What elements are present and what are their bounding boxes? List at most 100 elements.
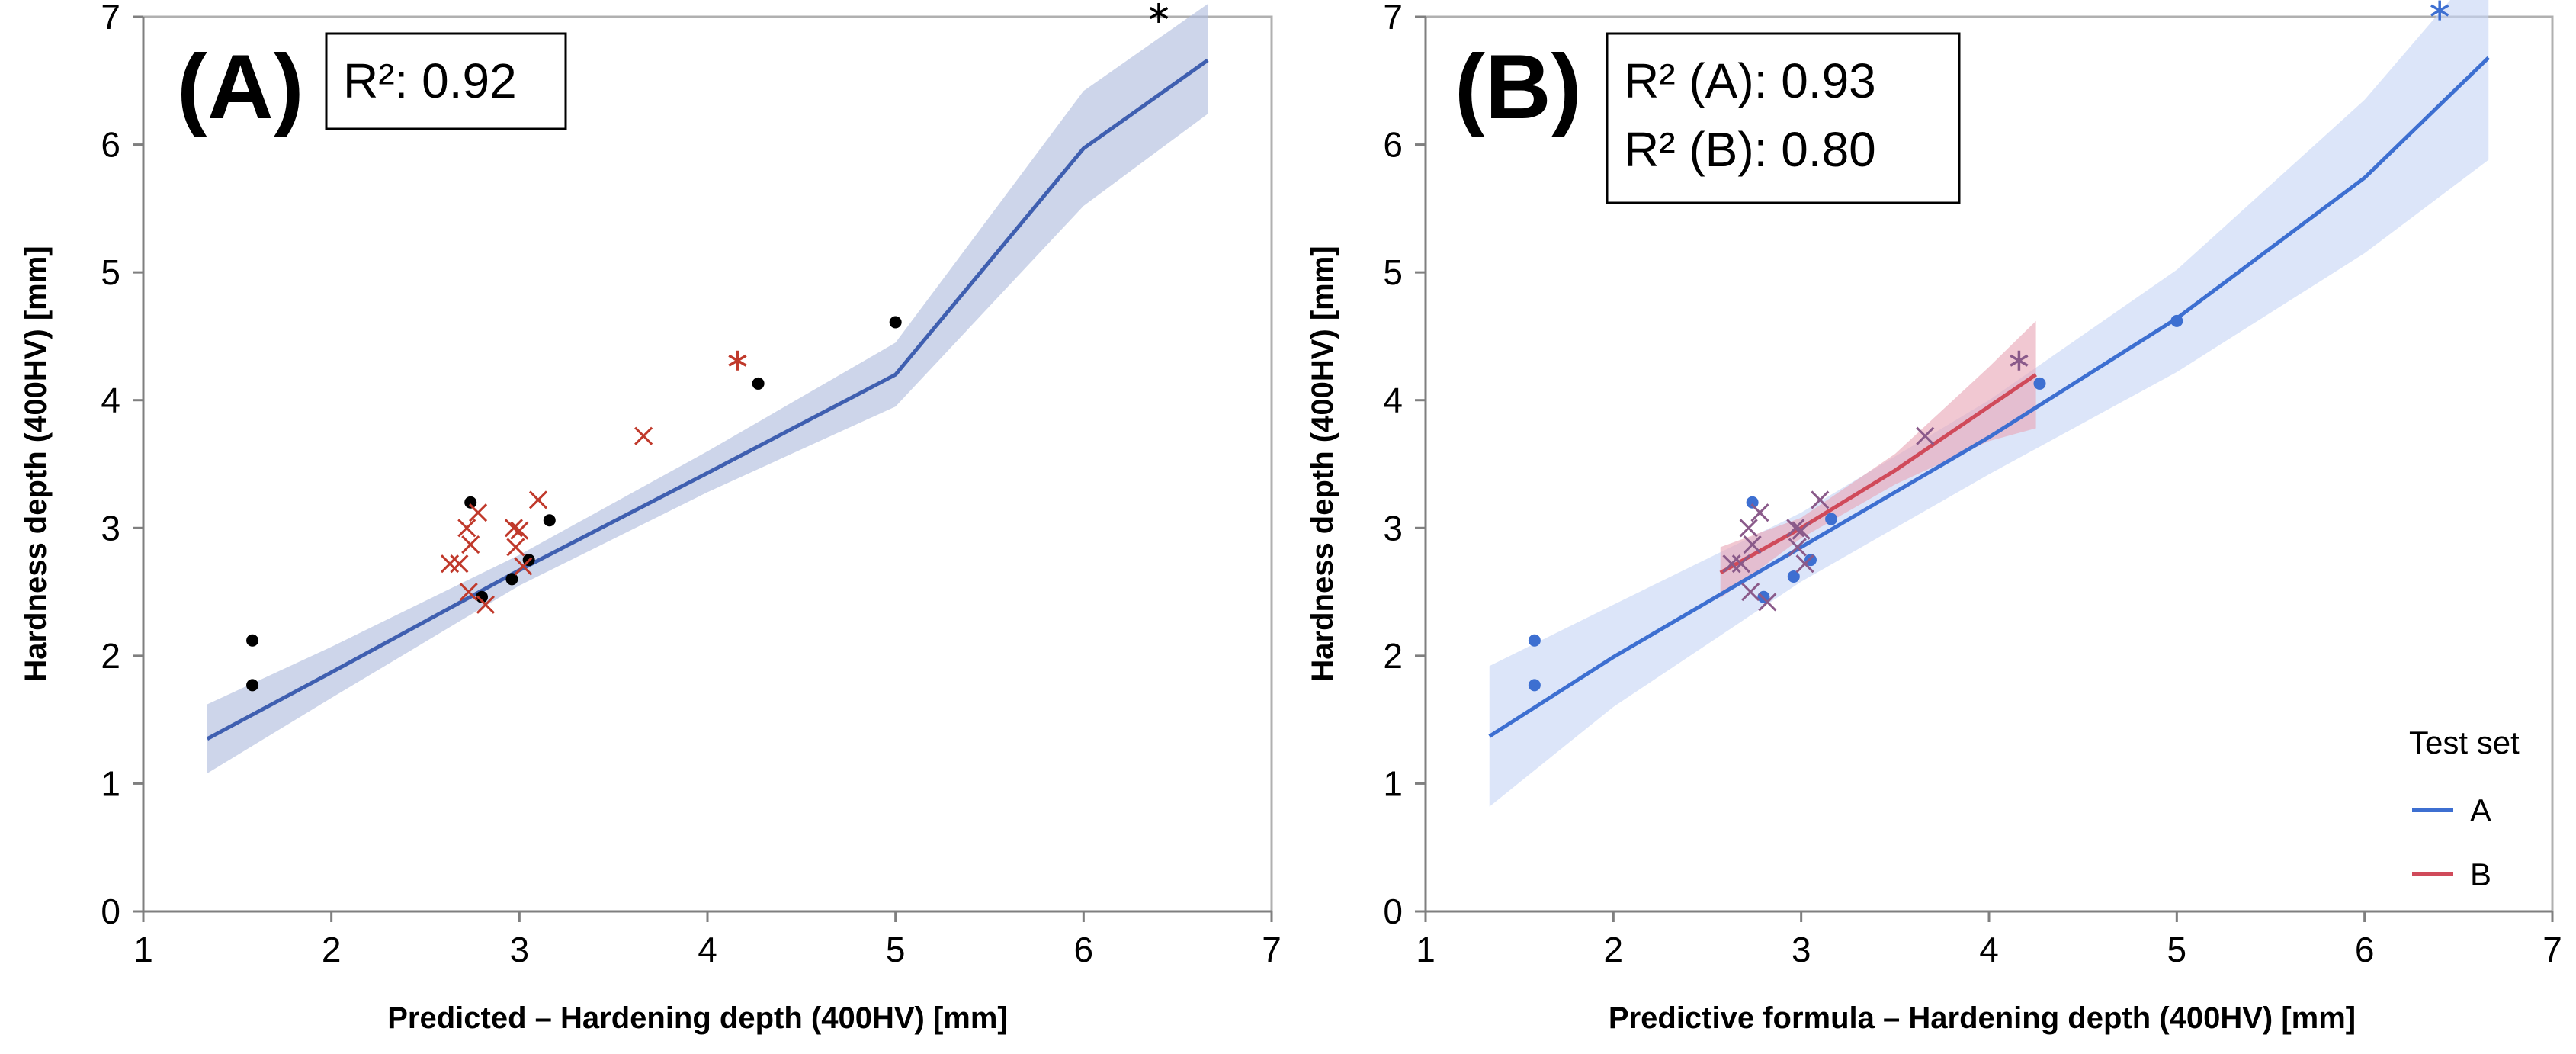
- y-tick-label: 5: [1383, 252, 1403, 292]
- data-point: [246, 679, 259, 692]
- marker-stroke: [1731, 554, 1750, 574]
- x-tick-label: 4: [698, 930, 717, 969]
- data-point: [2033, 377, 2046, 390]
- marker-stroke: [1722, 554, 1741, 574]
- y-tick-label: 6: [1383, 125, 1403, 165]
- marker-stroke: [514, 557, 533, 576]
- data-point: [752, 377, 765, 390]
- legend-label: B: [2470, 856, 2491, 892]
- y-tick-label: 7: [1383, 0, 1403, 37]
- x-tick-label: 6: [1074, 930, 1094, 969]
- x-tick-label: 4: [1979, 930, 1999, 969]
- data-point: [2170, 314, 2183, 327]
- data-point: [1743, 535, 1762, 554]
- x-tick-label: 5: [886, 930, 906, 969]
- data-point: [1746, 496, 1759, 509]
- marker-stroke: [1788, 538, 1807, 557]
- data-point: [476, 590, 488, 603]
- marker-stroke: [1149, 6, 1169, 19]
- marker-stroke: [1786, 519, 1805, 538]
- r-squared-text: R² (A): 0.93: [1624, 53, 1876, 108]
- r-squared-text: R² (B): 0.80: [1624, 122, 1876, 177]
- marker-stroke: [441, 554, 460, 574]
- data-point: [1750, 503, 1769, 522]
- y-tick-label: 3: [1383, 508, 1403, 548]
- data-point: [2430, 0, 2449, 21]
- x-axis-label: Predictive formula – Hardening depth (40…: [1609, 1001, 2356, 1035]
- data-point: [504, 519, 523, 538]
- data-point: [246, 634, 259, 647]
- fit-line: [1719, 373, 2037, 575]
- marker-stroke: [2430, 4, 2449, 17]
- data-point: [1528, 679, 1541, 692]
- data-point: [476, 595, 495, 614]
- y-tick-label: 5: [101, 252, 120, 292]
- marker-stroke: [1811, 490, 1830, 509]
- x-tick-label: 7: [1262, 930, 1282, 969]
- y-tick-label: 0: [1383, 892, 1403, 931]
- data-point: [1788, 538, 1807, 557]
- marker-stroke: [528, 490, 548, 509]
- marker-stroke: [469, 503, 488, 522]
- legend-title: Test set: [2409, 725, 2520, 760]
- data-point: [543, 514, 556, 527]
- marker-stroke: [476, 595, 495, 614]
- y-tick-label: 4: [101, 381, 120, 420]
- marker-stroke: [1758, 593, 1777, 612]
- panel-label: (B): [1455, 36, 1582, 138]
- data-point: [450, 554, 469, 574]
- data-point: [1722, 554, 1741, 574]
- data-point: [1149, 2, 1169, 23]
- y-tick-label: 1: [101, 763, 120, 803]
- data-point: [1804, 554, 1817, 567]
- marker-stroke: [1792, 521, 1811, 540]
- data-point: [469, 503, 488, 522]
- data-point: [634, 426, 653, 445]
- data-point: [1739, 519, 1758, 538]
- r-squared-box: [325, 32, 567, 130]
- data-point: [464, 496, 477, 509]
- data-point: [1758, 593, 1777, 612]
- legend: Test set AB: [2409, 725, 2520, 892]
- marker-stroke: [457, 519, 476, 538]
- y-axis-label: Hardness depth (400HV) [mm]: [19, 246, 53, 681]
- marker-stroke: [1739, 519, 1758, 538]
- x-tick-label: 1: [1416, 930, 1436, 969]
- marker-stroke: [1795, 554, 1814, 574]
- y-tick-label: 3: [101, 508, 120, 548]
- marker-stroke: [506, 538, 525, 557]
- data-point: [1786, 519, 1805, 538]
- data-point: [1792, 521, 1811, 540]
- x-axis-label: Predicted – Hardening depth (400HV) [mm]: [387, 1001, 1007, 1035]
- data-point: [461, 535, 480, 554]
- marker-stroke: [1750, 503, 1769, 522]
- y-tick-label: 6: [101, 125, 120, 165]
- y-tick-label: 1: [1383, 763, 1403, 803]
- legend-label: A: [2470, 792, 2491, 828]
- y-tick-label: 7: [101, 0, 120, 37]
- fit-line: [206, 58, 1209, 741]
- y-axis-label: Hardness depth (400HV) [mm]: [1306, 246, 1339, 681]
- x-tick-label: 3: [510, 930, 530, 969]
- y-tick-label: 2: [1383, 636, 1403, 676]
- marker-stroke: [1743, 535, 1762, 554]
- data-point: [889, 316, 902, 329]
- data-point: [1528, 634, 1541, 647]
- fit-line: [1488, 56, 2490, 738]
- marker-stroke: [459, 583, 478, 602]
- data-point: [457, 519, 476, 538]
- r-squared-box: [1606, 32, 1961, 204]
- marker-stroke: [450, 554, 469, 574]
- marker-stroke: [504, 519, 523, 538]
- x-tick-label: 2: [322, 930, 342, 969]
- marker-stroke: [634, 426, 653, 445]
- x-tick-label: 5: [2167, 930, 2187, 969]
- x-tick-label: 2: [1604, 930, 1624, 969]
- y-tick-label: 4: [1383, 381, 1403, 420]
- marker-stroke: [1916, 426, 1935, 445]
- marker-stroke: [1741, 583, 1760, 602]
- data-point: [1741, 583, 1760, 602]
- data-point: [1811, 490, 1830, 509]
- marker-stroke: [461, 535, 480, 554]
